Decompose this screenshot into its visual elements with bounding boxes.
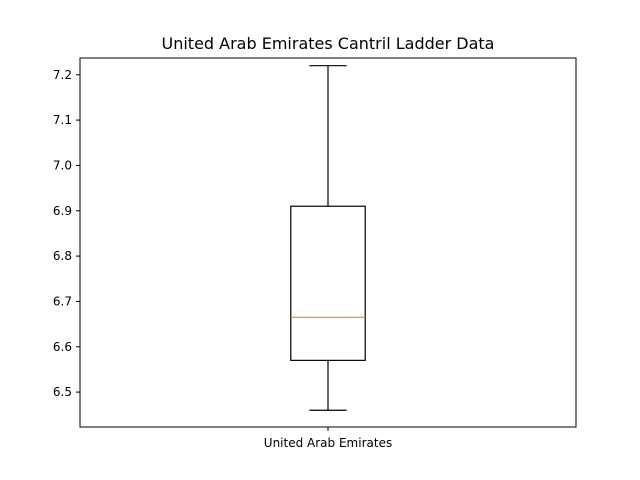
y-tick-label: 7.0 bbox=[53, 158, 72, 172]
y-tick-label: 6.9 bbox=[53, 204, 72, 218]
y-tick-label: 7.1 bbox=[53, 113, 72, 127]
y-tick-label: 6.6 bbox=[53, 340, 72, 354]
y-tick-label: 7.2 bbox=[53, 68, 72, 82]
plot-area: 6.5 6.6 6.7 6.8 6.9 7.0 7.1 7.2 United Arab Emir… bbox=[53, 57, 577, 450]
y-tick-label: 6.8 bbox=[53, 249, 72, 263]
y-tick-label: 6.5 bbox=[53, 385, 72, 399]
iqr-box bbox=[290, 205, 366, 361]
x-tick-label: United Arab Emirates bbox=[264, 436, 392, 450]
y-tick-label: 6.7 bbox=[53, 294, 72, 308]
chart-title: United Arab Emirates Cantril Ladder Data bbox=[162, 34, 495, 53]
